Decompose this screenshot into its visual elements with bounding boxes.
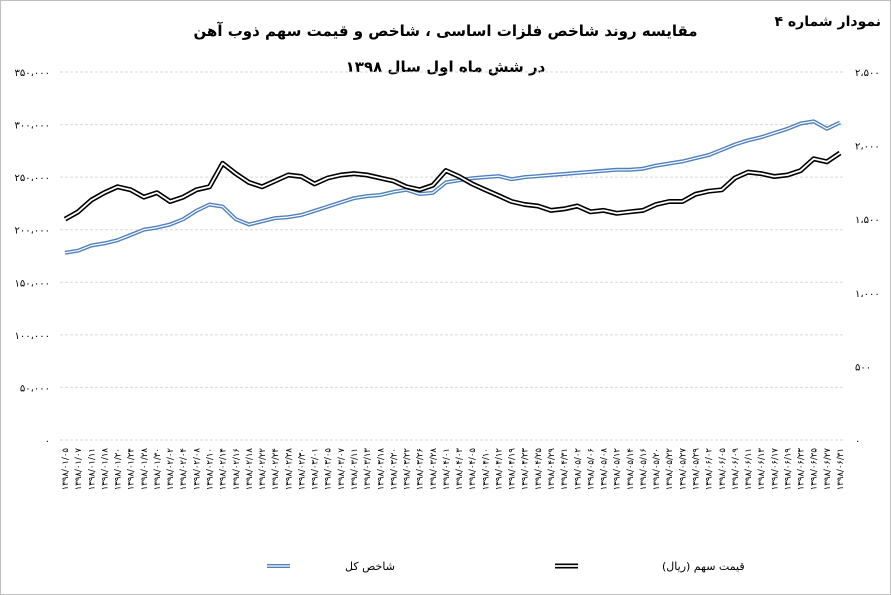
x-tick-label: ۱۳۹۸/۰۴/۰۱ bbox=[442, 448, 452, 490]
x-tick-label: ۱۳۹۸/۰۲/۲۴ bbox=[271, 448, 281, 490]
x-tick-label: ۱۳۹۸/۰۳/۱۸ bbox=[376, 448, 386, 491]
x-tick-label: ۱۳۹۸/۰۲/۳۰ bbox=[297, 448, 307, 490]
x-tick-label: ۱۳۹۸/۰۳/۲۶ bbox=[416, 448, 426, 490]
x-tick-label: ۱۳۹۸/۰۲/۲۸ bbox=[284, 448, 294, 491]
x-tick-label: ۱۳۹۸/۰۴/۰۳ bbox=[455, 448, 465, 491]
x-tick-label: ۱۳۹۸/۰۴/۳۱ bbox=[560, 448, 570, 490]
x-tick-label: ۱۳۹۸/۰۶/۲۷ bbox=[823, 448, 833, 491]
x-tick-label: ۱۳۹۸/۰۴/۱۰ bbox=[481, 448, 491, 490]
series-line-price bbox=[64, 152, 841, 220]
x-tick-label: ۱۳۹۸/۰۱/۳۰ bbox=[153, 448, 163, 490]
y-right-tick-label: ۲،۵۰۰ bbox=[855, 68, 880, 79]
y-left-tick-label: ۱۰۰،۰۰۰ bbox=[15, 331, 50, 342]
y-right-tick-label: ۲،۰۰۰ bbox=[855, 142, 880, 153]
chart-title: مقایسه روند شاخص فلزات اساسی ، شاخص و قی… bbox=[193, 22, 698, 40]
x-tick-label: ۱۳۹۸/۰۵/۰۸ bbox=[600, 448, 610, 491]
x-tick-label: ۱۳۹۸/۰۲/۲۲ bbox=[258, 448, 268, 491]
x-tick-label: ۱۳۹۸/۰۳/۱۱ bbox=[350, 448, 360, 490]
x-tick-label: ۱۳۹۸/۰۱/۰۷ bbox=[74, 448, 84, 491]
x-tick-label: ۱۳۹۸/۰۳/۰۵ bbox=[324, 448, 334, 491]
y-right-tick-label: ۰ bbox=[855, 436, 860, 447]
x-tick-label: ۱۳۹۸/۰۵/۲۲ bbox=[665, 448, 675, 491]
x-tick-label: ۱۳۹۸/۰۱/۲۰ bbox=[114, 448, 124, 490]
x-tick-label: ۱۳۹۸/۰۳/۱۳ bbox=[363, 448, 373, 491]
y-left-tick-label: ۲۵۰،۰۰۰ bbox=[15, 173, 50, 184]
x-tick-label: ۱۳۹۸/۰۶/۳۱ bbox=[836, 448, 846, 490]
y-left-tick-label: ۱۵۰،۰۰۰ bbox=[15, 278, 50, 289]
y-left-tick-label: ۳۰۰،۰۰۰ bbox=[15, 121, 50, 132]
y-left-tick-label: ۰ bbox=[45, 436, 50, 447]
x-tick-label: ۱۳۹۸/۰۵/۰۲ bbox=[573, 448, 583, 491]
x-tick-label: ۱۳۹۸/۰۱/۱۸ bbox=[100, 448, 110, 491]
x-tick-label: ۱۳۹۸/۰۳/۰۱ bbox=[311, 448, 321, 490]
x-tick-label: ۱۳۹۸/۰۶/۲۳ bbox=[797, 448, 807, 491]
x-tick-label: ۱۳۹۸/۰۶/۰۹ bbox=[731, 448, 741, 491]
x-tick-label: ۱۳۹۸/۰۳/۰۷ bbox=[337, 448, 347, 491]
y-left-tick-label: ۵۰،۰۰۰ bbox=[20, 383, 50, 394]
y-left-tick-label: ۲۰۰،۰۰۰ bbox=[15, 226, 50, 237]
x-tick-label: ۱۳۹۸/۰۴/۰۵ bbox=[468, 448, 478, 491]
x-tick-label: ۱۳۹۸/۰۵/۱۴ bbox=[626, 448, 636, 490]
x-tick-label: ۱۳۹۸/۰۲/۰۸ bbox=[192, 448, 202, 491]
x-tick-label: ۱۳۹۸/۰۶/۲۵ bbox=[810, 448, 820, 491]
x-tick-label: ۱۳۹۸/۰۱/۱۱ bbox=[87, 448, 97, 490]
x-tick-label: ۱۳۹۸/۰۶/۰۵ bbox=[718, 448, 728, 491]
x-tick-label: ۱۳۹۸/۰۲/۰۲ bbox=[166, 448, 176, 491]
x-tick-label: ۱۳۹۸/۰۵/۲۹ bbox=[692, 448, 702, 491]
x-tick-label: ۱۳۹۸/۰۵/۰۶ bbox=[586, 448, 596, 490]
x-tick-label: ۱۳۹۸/۰۵/۱۲ bbox=[613, 448, 623, 491]
x-tick-label: ۱۳۹۸/۰۶/۱۳ bbox=[757, 448, 767, 491]
x-tick-label: ۱۳۹۸/۰۶/۰۲ bbox=[705, 448, 715, 491]
x-tick-label: ۱۳۹۸/۰۵/۲۰ bbox=[652, 448, 662, 490]
series-line-index bbox=[64, 120, 841, 254]
x-tick-label: ۱۳۹۸/۰۶/۱۱ bbox=[744, 448, 754, 490]
x-tick-label: ۱۳۹۸/۰۳/۲۸ bbox=[429, 448, 439, 491]
y-left-tick-label: ۳۵۰،۰۰۰ bbox=[15, 68, 50, 79]
x-tick-label: ۱۳۹۸/۰۱/۲۸ bbox=[140, 448, 150, 491]
x-tick-label: ۱۳۹۸/۰۱/۰۵ bbox=[61, 448, 71, 491]
x-tick-label: ۱۳۹۸/۰۲/۱۴ bbox=[219, 448, 229, 490]
x-tick-label: ۱۳۹۸/۰۳/۲۰ bbox=[389, 448, 399, 490]
x-tick-label: ۱۳۹۸/۰۵/۲۷ bbox=[678, 448, 688, 491]
legend-label-index: شاخص کل bbox=[345, 560, 395, 573]
legend-label-price: قیمت سهم (ریال) bbox=[662, 560, 745, 573]
y-right-tick-label: ۱،۰۰۰ bbox=[855, 289, 880, 300]
x-tick-label: ۱۳۹۸/۰۲/۱۸ bbox=[245, 448, 255, 491]
chart-number: نمودار شماره ۴ bbox=[774, 14, 882, 30]
y-right-tick-label: ۱،۵۰۰ bbox=[855, 215, 880, 226]
x-tick-label: ۱۳۹۸/۰۴/۲۹ bbox=[547, 448, 557, 491]
x-tick-label: ۱۳۹۸/۰۴/۱۲ bbox=[494, 448, 504, 491]
x-tick-label: ۱۳۹۸/۰۶/۱۷ bbox=[770, 448, 780, 491]
x-tick-label: ۱۳۹۸/۰۳/۲۲ bbox=[403, 448, 413, 491]
chart-subtitle: در شش ماه اول سال ۱۳۹۸ bbox=[345, 58, 546, 76]
x-tick-label: ۱۳۹۸/۰۴/۱۹ bbox=[508, 448, 518, 491]
y-right-tick-label: ۵۰۰ bbox=[855, 362, 871, 373]
x-tick-label: ۱۳۹۸/۰۲/۱۶ bbox=[232, 448, 242, 490]
x-tick-label: ۱۳۹۸/۰۲/۱۰ bbox=[205, 448, 215, 490]
x-tick-label: ۱۳۹۸/۰۱/۲۴ bbox=[127, 448, 137, 490]
x-tick-label: ۱۳۹۸/۰۶/۱۹ bbox=[783, 448, 793, 491]
series-line-price-outline bbox=[63, 150, 842, 222]
x-tick-label: ۱۳۹۸/۰۲/۰۴ bbox=[179, 448, 189, 490]
x-tick-label: ۱۳۹۸/۰۴/۲۵ bbox=[534, 448, 544, 491]
x-tick-label: ۱۳۹۸/۰۴/۲۳ bbox=[521, 448, 531, 491]
x-tick-label: ۱۳۹۸/۰۵/۱۶ bbox=[639, 448, 649, 490]
